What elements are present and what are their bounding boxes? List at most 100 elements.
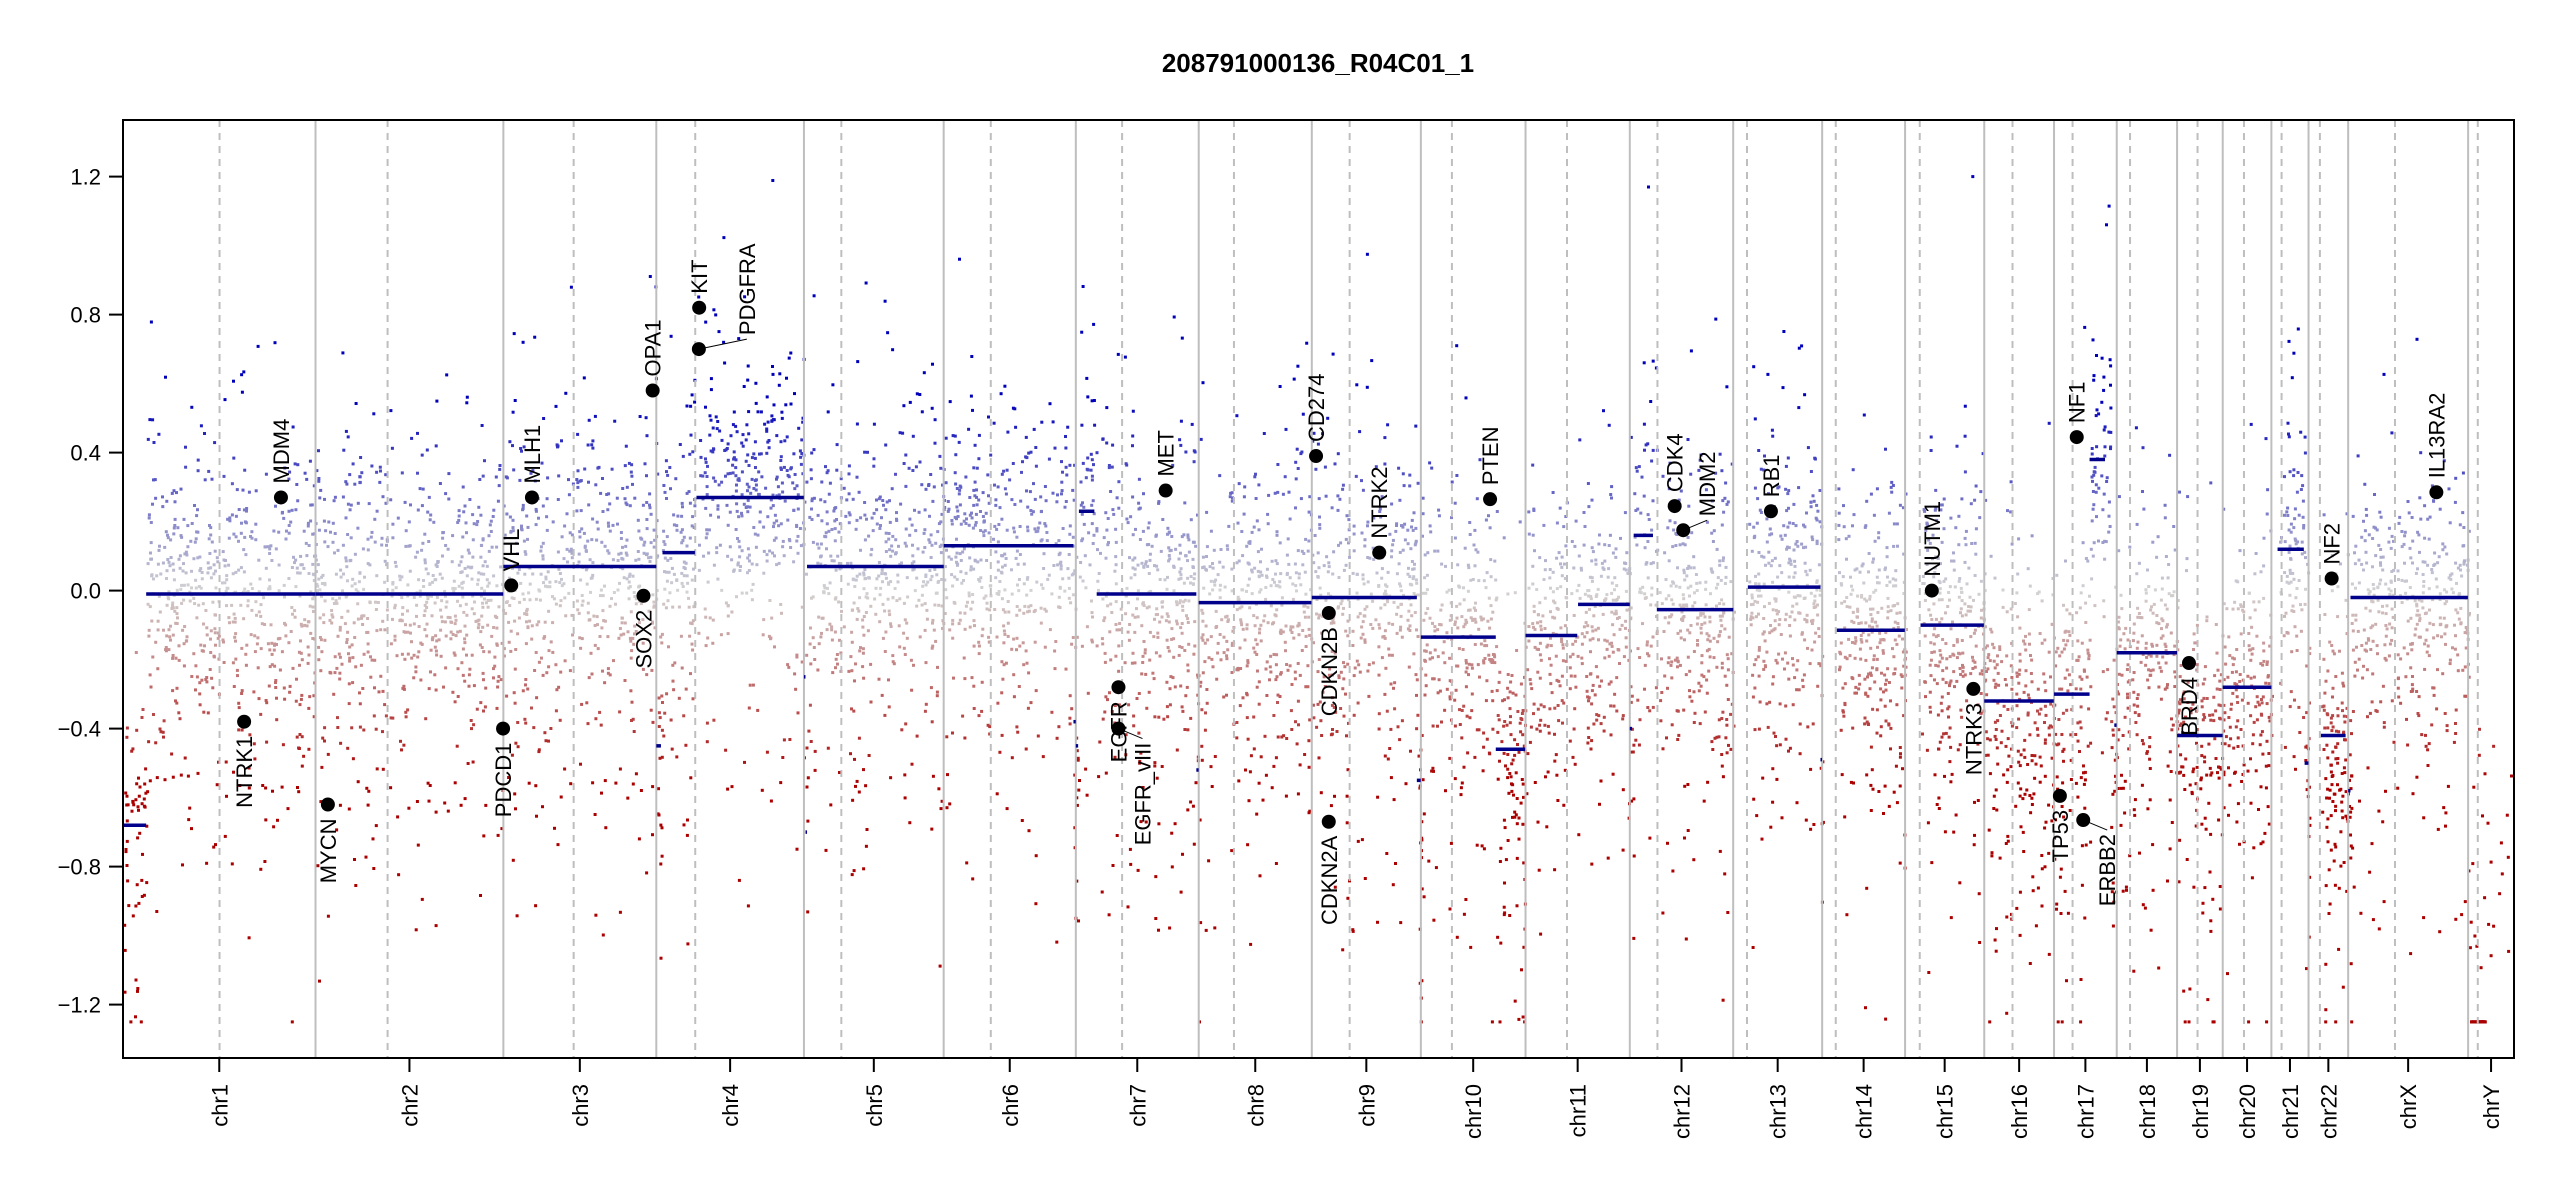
probe-point [830, 638, 834, 642]
probe-point [1379, 515, 1383, 519]
probe-point [558, 604, 562, 608]
probe-point [1532, 702, 1536, 706]
probe-point [1410, 518, 1414, 522]
probe-point [922, 531, 926, 535]
probe-point [1303, 753, 1307, 756]
probe-point [1254, 638, 1258, 642]
probe-point [829, 803, 833, 807]
probe-point [751, 582, 755, 586]
probe-point [264, 566, 268, 570]
probe-point [1005, 468, 1009, 472]
probe-point [937, 787, 941, 791]
probe-point [1114, 600, 1118, 604]
probe-point [196, 469, 200, 473]
probe-point [1356, 701, 1360, 705]
probe-point [1142, 492, 1145, 496]
probe-point [311, 637, 315, 640]
probe-point [1326, 570, 1330, 574]
probe-point [959, 485, 963, 489]
probe-point [472, 723, 476, 727]
probe-point [312, 715, 316, 719]
probe-point [1117, 506, 1121, 510]
probe-point [1589, 650, 1592, 654]
probe-point [933, 603, 937, 607]
probe-point [1285, 553, 1289, 557]
probe-point [832, 559, 836, 563]
probe-point [209, 533, 213, 537]
probe-point [213, 613, 217, 617]
probe-point [472, 522, 476, 526]
probe-point [699, 439, 703, 442]
probe-point [509, 530, 513, 534]
probe-point [685, 833, 689, 837]
probe-point [764, 486, 768, 490]
probe-point [953, 434, 957, 438]
probe-point [298, 733, 302, 736]
probe-point [954, 555, 958, 559]
probe-point [404, 544, 408, 548]
probe-point [1075, 803, 1079, 807]
probe-point [1571, 642, 1575, 646]
probe-point [241, 488, 245, 492]
probe-point [1304, 634, 1308, 638]
probe-point [1090, 638, 1094, 642]
probe-point [671, 605, 675, 609]
probe-point [233, 635, 237, 639]
probe-point [752, 526, 756, 529]
probe-point [1287, 562, 1291, 566]
probe-point [463, 624, 467, 628]
probe-point [1425, 573, 1429, 577]
probe-point [512, 691, 516, 695]
probe-point [772, 525, 775, 529]
probe-point [1280, 603, 1284, 607]
probe-point [205, 676, 209, 679]
probe-point [1269, 604, 1273, 608]
probe-point [329, 530, 332, 534]
probe-point [1279, 628, 1283, 632]
probe-point [516, 745, 520, 749]
probe-point [1590, 546, 1594, 550]
probe-point [465, 613, 469, 617]
probe-point [849, 561, 853, 565]
probe-point [1469, 945, 1473, 949]
probe-point [1050, 592, 1054, 596]
probe-point [137, 808, 140, 812]
probe-point [1519, 717, 1523, 720]
probe-point [863, 513, 867, 517]
probe-point [288, 690, 292, 694]
probe-point [854, 578, 858, 582]
probe-point [340, 615, 344, 619]
probe-point [847, 521, 851, 525]
probe-point [1403, 522, 1407, 526]
probe-point [1455, 344, 1459, 348]
probe-point [1469, 578, 1473, 582]
probe-point [351, 577, 355, 581]
probe-point [1043, 607, 1047, 611]
probe-point [793, 392, 796, 396]
probe-point [541, 673, 545, 677]
probe-point [706, 464, 709, 468]
probe-point [1316, 575, 1320, 578]
probe-point [1580, 662, 1584, 666]
probe-point [1345, 821, 1349, 825]
probe-point [726, 442, 730, 446]
probe-point [391, 588, 395, 592]
probe-point [724, 748, 728, 752]
probe-point [460, 661, 464, 665]
probe-point [1257, 483, 1261, 487]
probe-point [1339, 541, 1343, 545]
probe-point [300, 764, 304, 768]
probe-point [971, 593, 975, 596]
probe-point [268, 578, 271, 582]
probe-point [1167, 530, 1171, 534]
probe-point [1222, 695, 1226, 699]
probe-point [1066, 567, 1070, 571]
probe-point [881, 636, 885, 640]
probe-point [1264, 586, 1268, 589]
probe-point [969, 565, 973, 569]
probe-point [708, 414, 712, 418]
probe-point [523, 550, 527, 554]
probe-point [584, 568, 588, 572]
probe-point [165, 499, 169, 503]
probe-point [578, 530, 582, 534]
